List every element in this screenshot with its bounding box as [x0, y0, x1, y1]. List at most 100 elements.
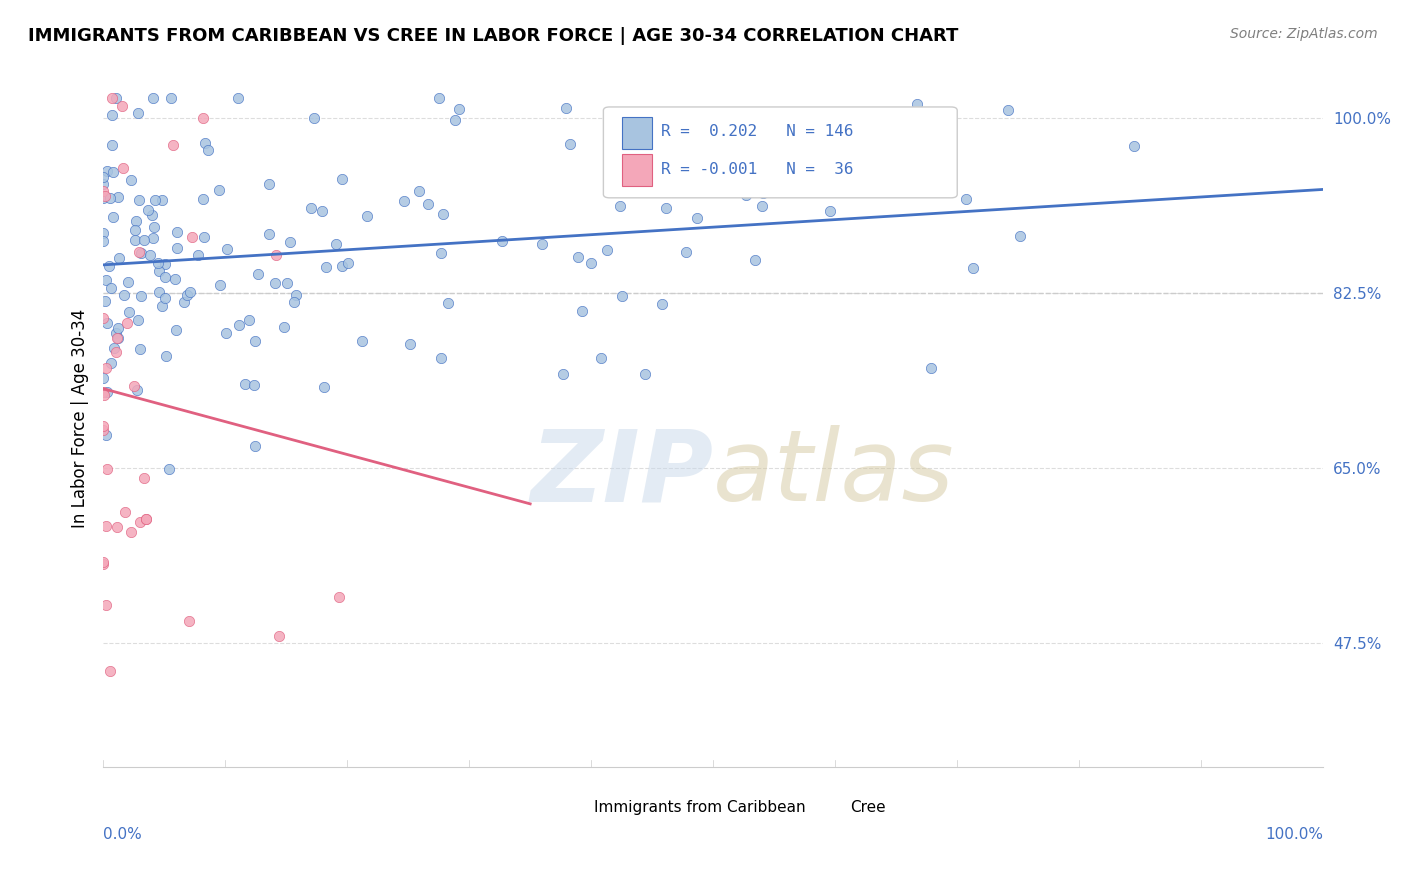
Point — [427, 91, 450, 105]
Point — [905, 97, 928, 112]
Point — [96, 316, 118, 330]
Point — [155, 349, 177, 363]
Point — [571, 303, 593, 318]
Point — [96, 385, 118, 400]
Point — [176, 287, 198, 301]
Point — [955, 192, 977, 206]
Point — [124, 214, 146, 228]
Point — [91, 418, 114, 433]
Point — [278, 235, 301, 249]
Point — [91, 423, 114, 437]
Point — [193, 229, 215, 244]
Point — [146, 256, 169, 270]
Point — [118, 305, 141, 319]
Point — [285, 288, 308, 302]
Text: Immigrants from Caribbean: Immigrants from Caribbean — [593, 800, 806, 815]
Point — [93, 191, 115, 205]
Bar — [567, 799, 589, 816]
Text: Source: ZipAtlas.com: Source: ZipAtlas.com — [1230, 27, 1378, 41]
Point — [135, 512, 157, 526]
Point — [356, 210, 378, 224]
Point — [191, 111, 214, 125]
Point — [257, 227, 280, 242]
Point — [96, 272, 118, 286]
Text: atlas: atlas — [713, 425, 955, 523]
Point — [94, 428, 117, 442]
Point — [122, 379, 145, 393]
Point — [596, 243, 619, 257]
Point — [612, 289, 634, 303]
Point — [243, 334, 266, 348]
Point — [165, 323, 187, 337]
Point — [96, 164, 118, 178]
Point — [100, 356, 122, 370]
Point — [94, 293, 117, 308]
Point — [238, 313, 260, 327]
Point — [560, 137, 582, 152]
Point — [173, 295, 195, 310]
Point — [179, 285, 201, 299]
Point — [153, 257, 176, 271]
Point — [105, 326, 128, 340]
Point — [197, 143, 219, 157]
Point — [209, 278, 232, 293]
Point — [299, 201, 322, 215]
Point — [267, 629, 290, 643]
Point — [437, 295, 460, 310]
Point — [257, 177, 280, 191]
Point — [551, 367, 574, 381]
Point — [98, 664, 121, 678]
Point — [131, 246, 153, 260]
Point — [860, 151, 883, 165]
Point — [135, 512, 157, 526]
Point — [93, 371, 115, 385]
Point — [315, 260, 337, 275]
Point — [115, 316, 138, 330]
Point — [91, 185, 114, 199]
Text: R =  0.202   N = 146: R = 0.202 N = 146 — [661, 124, 853, 139]
Text: 0.0%: 0.0% — [103, 828, 142, 842]
Point — [920, 361, 942, 376]
Point — [136, 203, 159, 218]
Point — [142, 231, 165, 245]
Point — [128, 342, 150, 356]
Point — [330, 259, 353, 273]
Point — [91, 555, 114, 569]
Point — [91, 177, 114, 191]
Point — [91, 226, 114, 240]
Point — [337, 255, 360, 269]
Point — [96, 462, 118, 476]
Point — [98, 191, 121, 205]
Point — [104, 91, 127, 105]
Point — [675, 245, 697, 260]
Point — [634, 367, 657, 381]
Point — [143, 193, 166, 207]
Point — [430, 245, 453, 260]
Point — [97, 259, 120, 273]
Point — [91, 234, 114, 248]
Point — [101, 210, 124, 224]
Point — [186, 248, 208, 262]
Point — [129, 289, 152, 303]
Point — [531, 236, 554, 251]
Point — [96, 360, 118, 375]
Point — [609, 199, 631, 213]
Point — [350, 334, 373, 348]
Point — [117, 275, 139, 289]
Point — [818, 203, 841, 218]
Point — [107, 520, 129, 534]
Point — [127, 106, 149, 120]
Point — [94, 188, 117, 202]
Point — [125, 383, 148, 397]
Point — [233, 377, 256, 392]
Point — [744, 253, 766, 268]
Point — [416, 197, 439, 211]
Point — [138, 248, 160, 262]
Point — [651, 296, 673, 310]
Point — [132, 471, 155, 485]
Point — [107, 251, 129, 265]
Point — [430, 351, 453, 366]
Point — [150, 193, 173, 207]
Point — [555, 101, 578, 115]
Point — [217, 242, 239, 256]
